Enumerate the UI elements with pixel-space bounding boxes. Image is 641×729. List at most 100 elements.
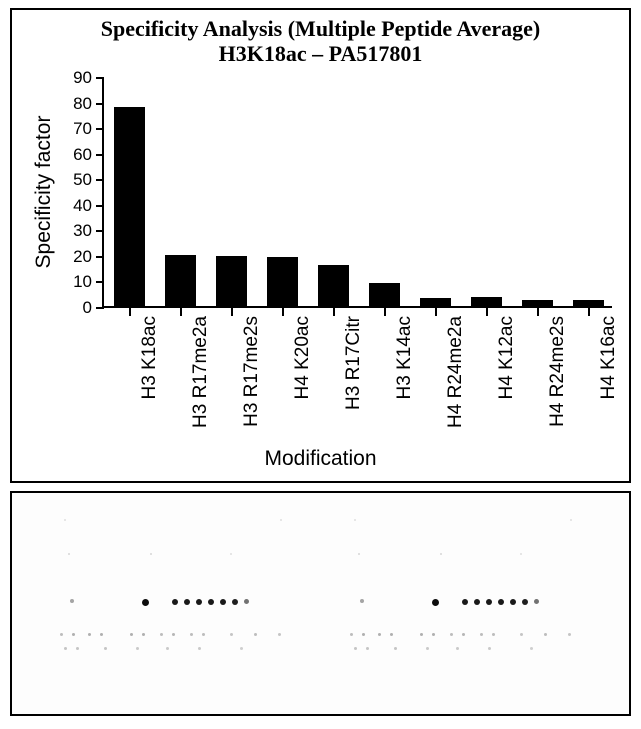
bar [522,300,554,306]
y-tick [96,179,104,181]
array-spot [360,599,364,603]
array-spot [486,599,492,605]
array-spot [568,633,571,636]
array-spot [492,633,495,636]
x-category-label: H4 R24me2s [547,316,569,427]
bar [165,255,197,306]
y-tick-label: 0 [83,298,92,318]
x-category-label: H4 K12ac [496,316,518,399]
array-spot [64,519,66,521]
y-tick-label: 10 [73,272,92,292]
array-spot [520,633,523,636]
array-spot [510,599,516,605]
y-tick-label: 80 [73,94,92,114]
bar [420,298,452,306]
array-spot [520,553,522,555]
array-spot [208,599,214,605]
chart-plot-area: 0102030405060708090H3 K18acH3 R17me2aH3 … [102,78,612,308]
array-spot [254,633,257,636]
bar [318,265,350,306]
array-spot [534,599,539,604]
y-tick [96,256,104,258]
array-spot [394,647,397,650]
y-tick-label: 40 [73,196,92,216]
array-spot [76,647,79,650]
array-spot [570,519,572,521]
array-spot [130,633,133,636]
array-spot [378,633,381,636]
y-tick-label: 70 [73,119,92,139]
bar [573,300,605,306]
x-category-label: H4 K16ac [598,316,620,399]
y-tick [96,77,104,79]
chart-title-line2: H3K18ac – PA517801 [12,41,629,66]
array-spot [420,633,423,636]
array-spot [354,519,356,521]
y-tick [96,205,104,207]
array-spot [230,633,233,636]
y-tick-label: 60 [73,145,92,165]
x-category-label: H4 K20ac [292,316,314,399]
array-spot [142,633,145,636]
array-spot [366,647,369,650]
y-axis-label: Specificity factor [32,116,56,269]
array-spot [230,553,232,555]
x-category-label: H3 R17Citr [343,316,365,410]
array-spot [390,633,393,636]
array-spot [72,633,75,636]
array-spot [440,553,442,555]
array-spot [198,647,201,650]
bar [114,107,146,306]
bar [216,256,248,306]
array-spot [358,553,360,555]
array-spot [172,633,175,636]
y-tick [96,154,104,156]
y-tick-label: 90 [73,68,92,88]
array-spot [530,647,533,650]
y-tick-label: 50 [73,170,92,190]
x-category-label: H4 R24me2a [445,316,467,428]
bar [369,283,401,306]
x-tick [588,308,590,316]
array-spot [488,647,491,650]
array-spot [172,599,178,605]
array-spot [202,633,205,636]
bar-chart-panel: Specificity Analysis (Multiple Peptide A… [10,8,631,483]
array-spot [498,599,504,605]
array-spot [450,633,453,636]
peptide-array-image [12,493,629,714]
array-spot [362,633,365,636]
chart-title-line1: Specificity Analysis (Multiple Peptide A… [12,16,629,41]
array-spot [350,633,353,636]
array-spot [426,647,429,650]
figure-container: Specificity Analysis (Multiple Peptide A… [0,0,641,729]
array-spot [64,647,67,650]
x-category-label: H3 K14ac [394,316,416,399]
array-spot [184,599,190,605]
array-spot [240,647,243,650]
array-spot [196,599,202,605]
x-tick [384,308,386,316]
array-spot [522,599,528,605]
peptide-array-panel [10,491,631,716]
y-tick-label: 20 [73,247,92,267]
x-tick [282,308,284,316]
array-spot [544,633,547,636]
chart-plot: 0102030405060708090H3 K18acH3 R17me2aH3 … [102,78,612,308]
array-spot [456,647,459,650]
x-category-label: H3 R17me2s [241,316,263,427]
x-tick [486,308,488,316]
x-axis-label: Modification [12,447,629,471]
array-spot [88,633,91,636]
array-spot [60,633,63,636]
array-spot [432,633,435,636]
array-spot [70,599,74,603]
array-spot [104,647,107,650]
array-spot [68,553,70,555]
y-tick [96,103,104,105]
bar [267,257,299,306]
array-spot [462,599,468,605]
array-spot [166,647,169,650]
y-tick [96,307,104,309]
array-spot [160,633,163,636]
